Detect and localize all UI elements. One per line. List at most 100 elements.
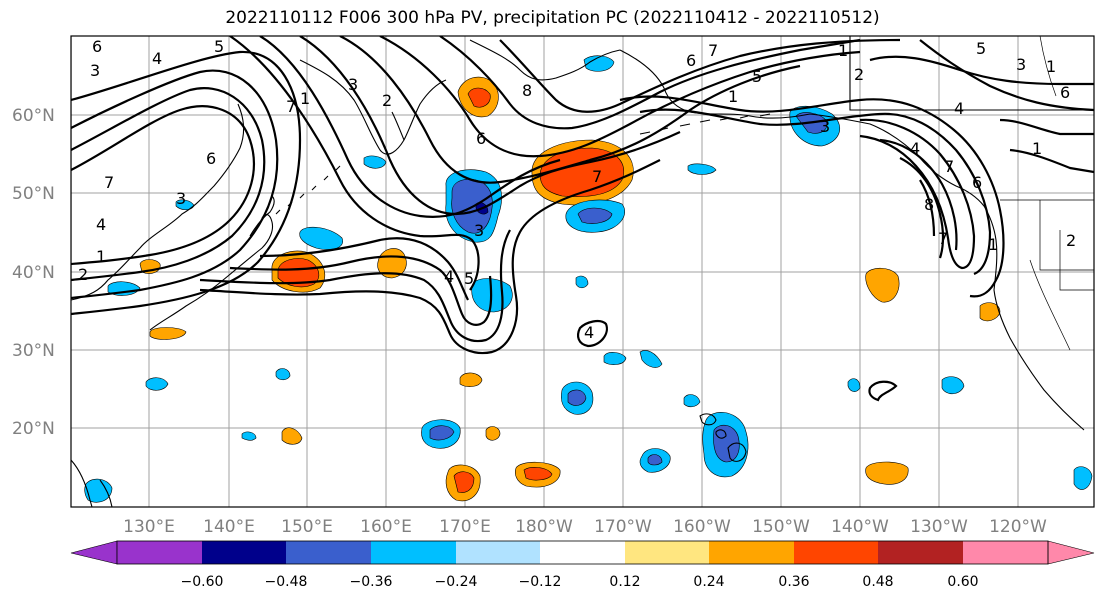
- colorbar-bin: [963, 541, 1048, 564]
- lon-label: 140°E: [203, 517, 255, 537]
- contour-label: 6: [686, 51, 696, 70]
- contour-label: 1: [988, 235, 998, 254]
- contour-label: 3: [90, 61, 100, 80]
- contour-label: 6: [1060, 83, 1070, 102]
- lon-label: 130°E: [123, 517, 175, 537]
- longitude-labels: 130°E 140°E 150°E 160°E 170°E 180°W 170°…: [123, 517, 1047, 537]
- colorbar-frame: [116, 540, 1049, 565]
- negative-anomaly: [577, 207, 613, 224]
- positive-anomaly: [281, 427, 303, 445]
- lon-label: 140°W: [831, 517, 889, 537]
- lat-label: 40°N: [12, 263, 55, 283]
- contour-label: 5: [464, 269, 474, 288]
- colorbar-tick-label: 0.36: [778, 574, 809, 590]
- lon-label: 130°W: [910, 517, 968, 537]
- contour-label: 1: [1032, 139, 1042, 158]
- contour-label: 3: [474, 221, 484, 240]
- colorbar-bin: [540, 541, 625, 564]
- contour-label: 2: [382, 91, 392, 110]
- contour-label: 4: [954, 99, 964, 118]
- positive-anomaly: [459, 372, 483, 387]
- negative-anomaly: [847, 378, 861, 392]
- contour-label: 7: [944, 157, 954, 176]
- lat-label: 20°N: [12, 419, 55, 439]
- contour-label: 4: [96, 215, 106, 234]
- map-border: [70, 35, 1095, 508]
- colorbar-tick-label: −0.60: [181, 574, 224, 590]
- lat-label: 30°N: [12, 341, 55, 361]
- positive-anomaly: [467, 87, 491, 108]
- colorbar-bin: [371, 541, 456, 564]
- colorbar-tick-label: −0.48: [265, 574, 308, 590]
- contour-label: 6: [476, 129, 486, 148]
- negative-anomaly: [363, 155, 387, 169]
- positive-anomaly: [865, 461, 909, 485]
- negative-anomaly: [275, 368, 291, 381]
- contour-label: 4: [152, 49, 162, 68]
- contour-label: 4: [444, 267, 454, 286]
- contour-label: 5: [214, 37, 224, 56]
- colorbar-bin: [794, 541, 878, 564]
- contour-label: 3: [176, 189, 186, 208]
- negative-anomaly: [941, 376, 965, 395]
- contour-label: 1: [96, 247, 106, 266]
- colorbar-bin: [286, 541, 371, 564]
- colorbar-bin: [625, 541, 709, 564]
- lat-label: 60°N: [12, 106, 55, 126]
- contour-label: 2: [854, 65, 864, 84]
- contour-label: 7: [286, 97, 296, 116]
- negative-anomaly: [603, 352, 627, 365]
- positive-anomaly: [523, 467, 553, 481]
- lon-label: 170°E: [439, 517, 491, 537]
- lon-label: 120°W: [989, 517, 1047, 537]
- contour-label: 6: [972, 173, 982, 192]
- contour-label: 2: [78, 265, 88, 284]
- negative-anomaly: [575, 275, 589, 289]
- negative-anomaly: [241, 431, 257, 441]
- colorbar-bin: [202, 541, 286, 564]
- colorbar-tick-label: 0.12: [609, 574, 640, 590]
- contour-label: 3: [820, 117, 830, 136]
- positive-anomaly: [149, 327, 187, 340]
- contour-label: 4: [910, 139, 920, 158]
- contour-label: 8: [924, 195, 934, 214]
- colorbar-bin: [456, 541, 540, 564]
- contour-label: 1: [838, 41, 848, 60]
- contour-label: 7: [708, 41, 718, 60]
- lon-label: 160°W: [673, 517, 731, 537]
- pv-contours: [71, 36, 1094, 402]
- negative-anomaly: [84, 478, 113, 503]
- lon-label: 150°W: [752, 517, 810, 537]
- contour-label: 6: [92, 37, 102, 56]
- latitude-labels: 60°N 50°N 40°N 30°N 20°N: [12, 106, 55, 439]
- contour-label: 3: [348, 75, 358, 94]
- map-title: 2022110112 F006 300 hPa PV, precipitatio…: [225, 8, 880, 28]
- positive-anomaly: [865, 267, 900, 303]
- contour-label-group: 6 5 3 4 7 1 2 3 1 7 6 4 3 8 6 3 2 4 5 7 …: [78, 37, 1076, 342]
- lon-label: 160°E: [360, 517, 412, 537]
- colorbar: −0.60 −0.48 −0.36 −0.24 −0.12 0.12 0.24 …: [70, 540, 1095, 590]
- colorbar-tick-label: −0.36: [350, 574, 393, 590]
- colorbar-tick-label: −0.12: [519, 574, 562, 590]
- lon-label: 180°W: [515, 517, 573, 537]
- negative-anomaly: [683, 394, 701, 408]
- negative-anomaly: [1073, 466, 1093, 490]
- contour-label: 1: [300, 89, 310, 108]
- negative-anomaly: [647, 454, 663, 466]
- contour-label: 1: [1046, 57, 1056, 76]
- colorbar-tick-label: −0.24: [435, 574, 478, 590]
- lon-label: 170°W: [594, 517, 652, 537]
- contour-label: 2: [1066, 231, 1076, 250]
- contour-label: 4: [584, 323, 594, 342]
- contour-label: 7: [104, 173, 114, 192]
- colorbar-bin: [117, 541, 202, 564]
- contour-label: 7: [938, 229, 948, 248]
- contour-label: 8: [522, 81, 532, 100]
- negative-anomaly: [429, 425, 455, 441]
- positive-anomaly: [277, 258, 320, 288]
- colorbar-high-extension: [1047, 540, 1095, 565]
- negative-anomaly: [567, 389, 587, 406]
- colorbar-tick-label: 0.48: [862, 574, 893, 590]
- positive-anomaly: [979, 302, 1001, 322]
- negative-anomaly: [639, 350, 663, 368]
